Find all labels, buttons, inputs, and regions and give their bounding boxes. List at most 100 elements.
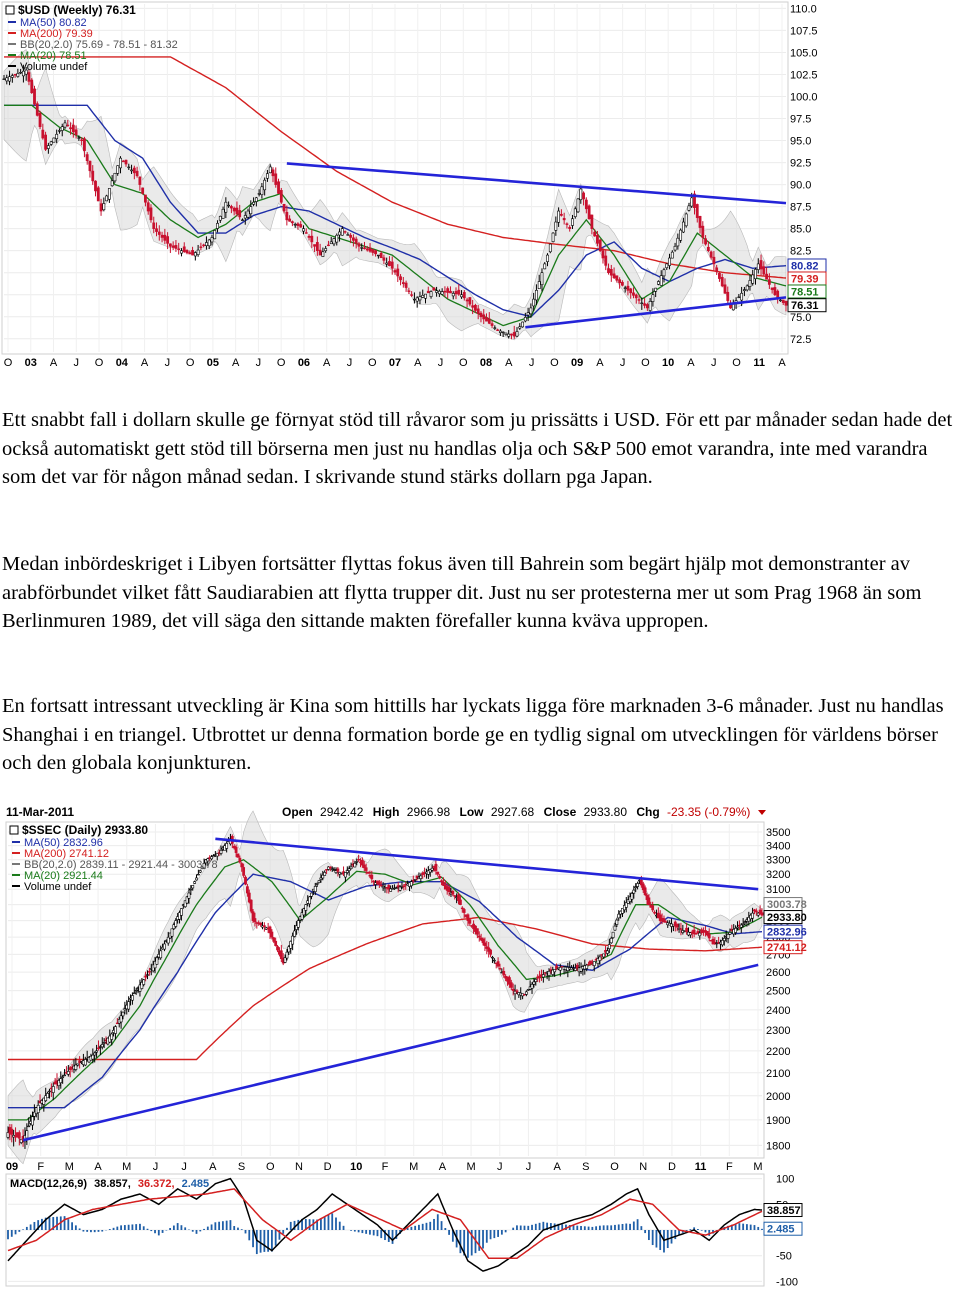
ssec-price-body bbox=[156, 958, 158, 964]
usd-price-body bbox=[652, 295, 654, 302]
usd-price-body bbox=[469, 297, 471, 304]
usd-price-body bbox=[272, 170, 274, 176]
ssec-price-body bbox=[190, 889, 192, 890]
usd-price-body bbox=[280, 190, 282, 202]
usd-price-body bbox=[58, 130, 60, 131]
ssec-chg-label: Chg bbox=[636, 805, 659, 819]
ssec-price-body bbox=[171, 929, 173, 936]
macd-histogram-bar bbox=[573, 1225, 575, 1230]
ssec-x-tick-label: O bbox=[266, 1161, 275, 1173]
ssec-x-tick-label: S bbox=[582, 1161, 589, 1173]
usd-price-body bbox=[732, 304, 734, 310]
usd-price-body bbox=[513, 332, 515, 336]
macd-histogram-bar bbox=[101, 1230, 103, 1232]
ssec-x-tick-label: O bbox=[610, 1161, 619, 1173]
ssec-price-body bbox=[663, 919, 665, 922]
usd-price-body bbox=[638, 300, 640, 301]
usd-price-body bbox=[100, 204, 102, 211]
usd-price-body bbox=[56, 134, 58, 138]
ssec-price-body bbox=[239, 858, 241, 862]
usd-price-body bbox=[743, 290, 745, 291]
usd-legend-item: Volume undef bbox=[20, 61, 88, 73]
ssec-y-tick-label: 1900 bbox=[766, 1115, 790, 1127]
usd-price-body bbox=[247, 211, 249, 217]
usd-y-tick-label: 107.5 bbox=[790, 25, 818, 37]
ssec-price-body bbox=[633, 890, 635, 893]
macd-histogram-bar bbox=[248, 1230, 250, 1240]
usd-price-body bbox=[377, 255, 379, 256]
ssec-price-body bbox=[484, 943, 486, 946]
macd-histogram-bar bbox=[761, 1229, 763, 1230]
usd-price-body bbox=[308, 236, 310, 237]
usd-price-body bbox=[580, 189, 582, 200]
usd-price-body bbox=[219, 216, 221, 220]
ssec-price-body bbox=[599, 957, 601, 961]
macd-histogram-bar bbox=[49, 1217, 51, 1230]
ssec-price-body bbox=[631, 893, 633, 899]
usd-y-tick-label: 87.5 bbox=[790, 202, 811, 214]
usd-price-body bbox=[338, 232, 340, 235]
usd-price-body bbox=[158, 232, 160, 235]
usd-price-body bbox=[405, 283, 407, 288]
macd-y-tick-label: -50 bbox=[776, 1251, 792, 1263]
usd-price-body bbox=[413, 299, 415, 300]
usd-price-body bbox=[391, 262, 393, 268]
macd-histogram-bar bbox=[124, 1225, 126, 1230]
usd-price-body bbox=[111, 181, 113, 186]
usd-price-body bbox=[261, 187, 263, 195]
ssec-legend-item: Volume undef bbox=[24, 881, 92, 893]
usd-x-tick-label: A bbox=[596, 357, 604, 369]
usd-price-body bbox=[646, 304, 648, 307]
ssec-price-body bbox=[431, 868, 433, 870]
usd-x-tick-label: J bbox=[165, 357, 171, 369]
usd-price-body bbox=[685, 214, 687, 226]
usd-price-body bbox=[122, 161, 124, 162]
macd-histogram-bar bbox=[414, 1226, 416, 1230]
usd-price-body bbox=[294, 224, 296, 225]
macd-histogram-bar bbox=[576, 1226, 578, 1230]
macd-histogram-bar bbox=[512, 1228, 514, 1230]
ssec-price-body bbox=[250, 900, 252, 911]
usd-price-body bbox=[180, 251, 182, 253]
macd-histogram-bar bbox=[754, 1225, 756, 1230]
usd-price-body bbox=[463, 292, 465, 298]
usd-price-body bbox=[510, 334, 512, 335]
ssec-price-body bbox=[241, 864, 243, 867]
ssec-price-body bbox=[437, 872, 439, 874]
usd-price-body bbox=[779, 300, 781, 301]
usd-price-body bbox=[216, 223, 218, 228]
usd-y-tick-label: 110.0 bbox=[790, 3, 817, 15]
ssec-price-body bbox=[354, 863, 356, 867]
usd-price-body bbox=[588, 206, 590, 219]
usd-price-body bbox=[602, 251, 604, 258]
ssec-price-body bbox=[122, 1012, 124, 1016]
macd-histogram-bar bbox=[610, 1225, 612, 1230]
macd-histogram-bar bbox=[486, 1230, 488, 1243]
usd-price-body bbox=[704, 239, 706, 244]
usd-price-body bbox=[449, 291, 451, 293]
ssec-price-body bbox=[736, 927, 738, 928]
usd-price-body bbox=[480, 313, 482, 317]
macd-histogram-bar bbox=[324, 1217, 326, 1230]
usd-price-body bbox=[741, 293, 743, 300]
usd-price-body bbox=[233, 208, 235, 211]
usd-price-body bbox=[627, 286, 629, 290]
usd-price-body bbox=[599, 240, 601, 251]
usd-x-tick-label: J bbox=[74, 357, 80, 369]
macd-histogram-bar bbox=[335, 1218, 337, 1230]
usd-y-tick-label: 82.5 bbox=[790, 246, 811, 258]
ssec-price-body bbox=[378, 882, 380, 885]
usd-price-body bbox=[699, 216, 701, 227]
usd-price-body bbox=[283, 204, 285, 211]
usd-price-body bbox=[175, 245, 177, 248]
ssec-price-body bbox=[461, 908, 463, 909]
usd-price-body bbox=[164, 235, 166, 240]
usd-price-label: 78.51 bbox=[791, 286, 819, 298]
usd-price-body bbox=[674, 246, 676, 250]
ssec-price-body bbox=[548, 971, 550, 975]
usd-price-body bbox=[655, 288, 657, 291]
usd-price-body bbox=[311, 236, 313, 242]
macd-histogram-bar bbox=[377, 1230, 379, 1236]
usd-price-body bbox=[452, 293, 454, 295]
usd-price-body bbox=[619, 280, 621, 283]
